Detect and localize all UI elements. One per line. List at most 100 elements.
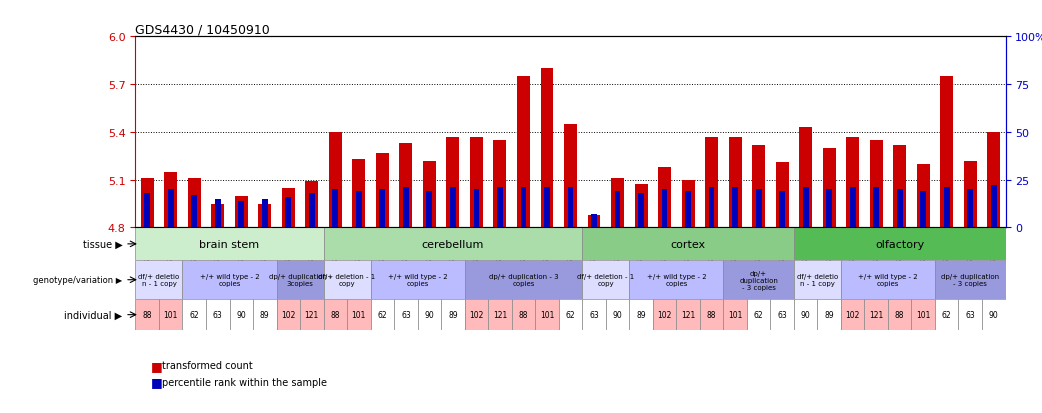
Bar [582,228,794,261]
Bar [826,190,833,228]
Bar [517,77,530,228]
Bar [841,261,935,299]
Bar [873,188,879,228]
Bar [253,299,276,330]
Bar [920,192,926,228]
Bar [141,178,153,228]
Bar [135,299,159,330]
Bar [332,190,339,228]
Bar [239,201,244,228]
Bar [870,140,883,228]
Text: genotype/variation ▶: genotype/variation ▶ [33,275,122,285]
Bar [686,192,691,228]
Text: tissue ▶: tissue ▶ [82,239,122,249]
Text: +/+ wild type - 2
copies: +/+ wild type - 2 copies [388,273,447,287]
Bar [700,299,723,330]
Bar [988,133,1000,228]
Text: 101: 101 [916,311,931,319]
Bar [779,192,785,228]
Bar [324,261,371,299]
Bar [188,178,201,228]
Bar [308,194,315,228]
Text: 63: 63 [213,311,223,319]
Text: GDS4430 / 10450910: GDS4430 / 10450910 [135,23,270,36]
Bar [935,261,1006,299]
Bar [450,188,455,228]
Bar [728,137,742,228]
Text: 62: 62 [753,311,764,319]
Bar [681,180,695,228]
Bar [588,215,600,228]
Bar [652,299,676,330]
Bar [347,299,371,330]
Bar [605,299,629,330]
Text: 89: 89 [260,311,270,319]
Bar [964,161,976,228]
Text: 102: 102 [658,311,672,319]
Bar [182,299,206,330]
Bar [733,188,738,228]
Bar [494,140,506,228]
Text: 102: 102 [469,311,483,319]
Bar [276,299,300,330]
Bar [165,172,177,228]
Bar [470,137,482,228]
Bar [512,299,536,330]
Bar [846,137,860,228]
Bar [234,196,248,228]
Text: dp/+ duplication
- 3 copies: dp/+ duplication - 3 copies [941,273,999,287]
Bar [747,299,770,330]
Bar [300,299,324,330]
Text: 90: 90 [613,311,622,319]
Text: 88: 88 [706,311,716,319]
Text: 101: 101 [351,311,366,319]
Text: 102: 102 [845,311,860,319]
Bar [752,145,765,228]
Bar [394,299,418,330]
Bar [775,163,789,228]
Bar [418,299,441,330]
Bar [229,299,253,330]
Bar [897,190,902,228]
Text: 89: 89 [637,311,646,319]
Bar [258,204,271,228]
Bar [564,125,577,228]
Text: 90: 90 [424,311,435,319]
Bar [755,190,762,228]
Bar [582,299,605,330]
Text: df/+ deletion - 1
copy: df/+ deletion - 1 copy [577,273,635,287]
Bar [841,299,865,330]
Text: olfactory: olfactory [875,239,924,249]
Text: 63: 63 [965,311,975,319]
Bar [536,299,559,330]
Bar [940,77,953,228]
Bar [371,299,394,330]
Bar [629,299,652,330]
Text: 63: 63 [401,311,411,319]
Text: transformed count: transformed count [162,361,252,370]
Bar [967,190,973,228]
Text: +/+ wild type - 2
copies: +/+ wild type - 2 copies [200,273,259,287]
Bar [723,261,794,299]
Bar [465,299,489,330]
Text: individual ▶: individual ▶ [65,310,122,320]
Bar [799,128,812,228]
Bar [559,299,582,330]
Text: dp/+ duplication - 3
copies: dp/+ duplication - 3 copies [489,273,559,287]
Bar [935,299,959,330]
Bar [982,299,1006,330]
Bar [823,148,836,228]
Bar [497,188,503,228]
Bar [423,161,436,228]
Bar [489,299,512,330]
Text: +/+ wild type - 2
copies: +/+ wild type - 2 copies [859,273,918,287]
Text: 121: 121 [869,311,884,319]
Text: 63: 63 [589,311,599,319]
Bar [794,261,841,299]
Text: 88: 88 [330,311,340,319]
Bar [794,228,1006,261]
Bar [352,159,366,228]
Text: 88: 88 [143,311,152,319]
Text: 101: 101 [540,311,554,319]
Bar [709,188,715,228]
